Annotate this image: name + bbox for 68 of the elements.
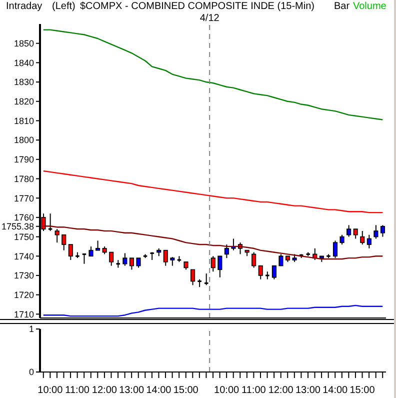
candlestick: [224, 244, 229, 259]
x-tick-label: 10:00: [214, 385, 240, 396]
candlestick: [88, 246, 94, 257]
x-tick-label: 14:00: [146, 385, 172, 396]
x-tick-label: 12:00: [92, 385, 118, 396]
candlestick: [204, 273, 208, 286]
y-tick-label: 1820: [14, 96, 34, 107]
y-tick-label: 1780: [14, 174, 34, 184]
text: Intraday: [6, 1, 42, 12]
candlestick: [109, 252, 114, 266]
line-series: [42, 304, 384, 317]
candlestick: [68, 244, 73, 260]
x-tick-label: 14:00: [322, 385, 348, 396]
y-tick-label: 1730: [14, 270, 34, 281]
candlestick: [129, 258, 134, 270]
candlestick: [346, 224, 352, 238]
line-series: [42, 170, 384, 214]
candlestick: [360, 230, 365, 245]
candlestick: [96, 240, 100, 251]
y-tick-label: 1810: [14, 116, 34, 126]
x-tick-label: 11:00: [242, 385, 266, 396]
chart-title: $COMPX - COMBINED COMPOSITE INDE (15-Min): [80, 1, 314, 12]
candlestick: [54, 228, 60, 244]
y-tick-label: 1800: [14, 135, 34, 146]
candlestick: [332, 240, 338, 259]
y-tick-label: 0: [28, 367, 34, 378]
y-tick-label: 1755.38: [1, 222, 34, 232]
text: Bar: [334, 1, 350, 12]
candlestick: [353, 228, 358, 240]
candlestick: [210, 256, 216, 272]
candlestick: [278, 254, 284, 266]
x-tick-label: 13:00: [119, 385, 145, 396]
candlestick: [136, 258, 141, 268]
y-tick-label: 1850: [14, 38, 34, 49]
candlestick: [252, 252, 256, 268]
candlestick: [48, 213, 52, 232]
candlestick: [82, 253, 86, 264]
candlestick: [366, 234, 372, 249]
x-tick-label: 12:00: [268, 385, 294, 396]
candlestick: [163, 250, 168, 266]
y-tick-label: 1740: [14, 251, 34, 262]
candlestick: [62, 234, 66, 251]
x-tick-label: 10:00: [38, 385, 64, 396]
candlestick: [190, 269, 196, 286]
y-tick-label: 1840: [14, 58, 34, 68]
y-tick-label: 1710: [14, 309, 34, 320]
x-tick-label: 11:00: [65, 385, 90, 396]
candlestick: [272, 265, 276, 280]
y-tick-label: 1770: [14, 193, 34, 204]
y-tick-label: 1: [28, 324, 34, 334]
text: (Left): [52, 1, 76, 12]
line-series: [42, 29, 384, 120]
y-tick-label: 1830: [14, 77, 34, 88]
candlestick: [218, 256, 222, 278]
text: Volume: [353, 1, 386, 12]
x-tick-label: 15:00: [350, 385, 376, 396]
candlestick: [374, 224, 378, 240]
candlestick: [122, 252, 128, 266]
y-tick-label: 1720: [14, 290, 34, 300]
y-tick-label: 1790: [14, 154, 34, 165]
y-tick-label: 1760: [14, 212, 34, 223]
candlestick: [380, 224, 386, 238]
candlestick: [258, 265, 263, 280]
text: 4/12: [200, 13, 220, 24]
y-tick-label: 1750: [14, 232, 34, 242]
x-tick-label: 13:00: [295, 385, 321, 396]
x-tick-label: 15:00: [173, 385, 199, 396]
candlestick: [340, 234, 344, 245]
